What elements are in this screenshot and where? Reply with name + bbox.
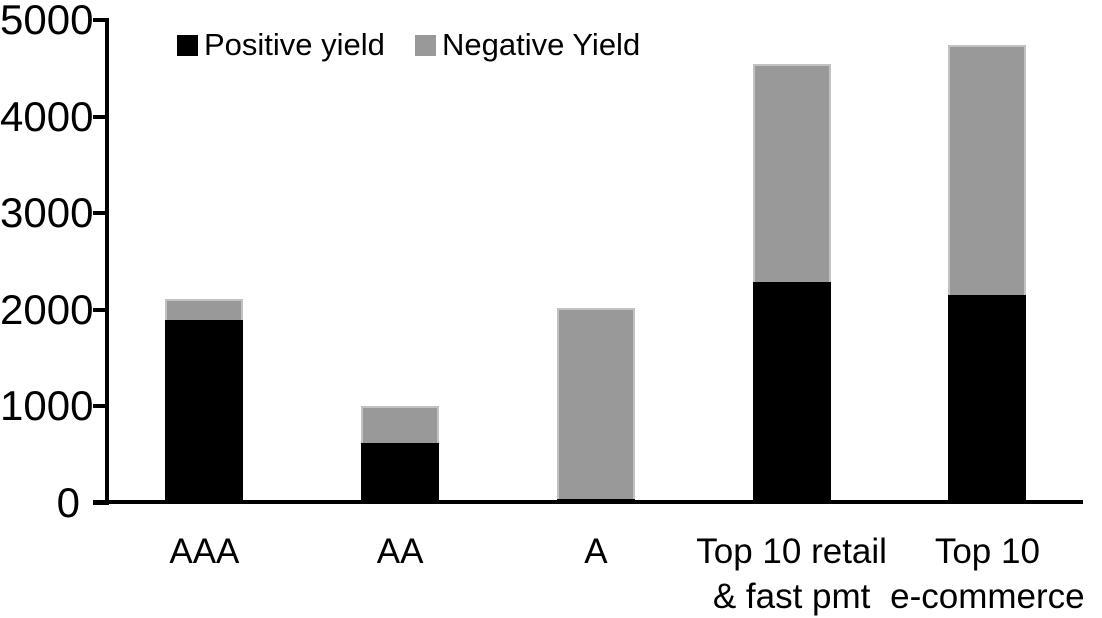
y-axis-tick xyxy=(93,18,106,22)
bar-segment-negative-yield xyxy=(165,298,244,321)
bar-segment-positive-yield xyxy=(165,320,244,503)
y-axis-tick-label: 2000 xyxy=(0,285,94,333)
legend-label: Positive yield xyxy=(204,27,385,62)
y-axis-tick xyxy=(93,114,106,119)
legend-swatch-negative-yield xyxy=(415,34,436,56)
y-axis-tick xyxy=(93,404,106,408)
bar-segment-negative-yield xyxy=(361,406,440,443)
bar-segment-positive-yield xyxy=(752,282,831,503)
bar-segment-negative-yield xyxy=(556,307,635,499)
x-axis-category-label: Top 10 retail & fast pmt xyxy=(696,532,887,616)
legend-label: Negative Yield xyxy=(442,27,641,62)
y-axis-tick-label: 5000 xyxy=(0,0,94,43)
legend-item: Negative Yield xyxy=(415,28,640,62)
legend-swatch-positive-yield xyxy=(177,34,198,56)
y-axis-tick-label: 4000 xyxy=(0,92,94,140)
bar-segment-positive-yield xyxy=(556,498,635,503)
x-axis-category-label: A xyxy=(584,532,608,571)
y-axis-line xyxy=(105,18,109,505)
x-axis-category-label: AA xyxy=(376,532,424,571)
bar-segment-positive-yield xyxy=(948,295,1027,503)
x-axis-category-label: AAA xyxy=(169,532,240,571)
bar-segment-positive-yield xyxy=(361,442,440,503)
y-axis-tick-label: 0 xyxy=(56,478,80,526)
y-axis-tick-label: 3000 xyxy=(0,189,94,236)
y-axis-tick xyxy=(93,211,106,215)
y-axis-tick xyxy=(93,307,106,312)
legend-item: Positive yield xyxy=(177,28,385,62)
x-axis-category-label: Top 10 e-commerce xyxy=(890,532,1085,616)
y-axis-tick xyxy=(93,500,106,505)
y-axis-tick-label: 1000 xyxy=(0,382,94,429)
bar-segment-negative-yield xyxy=(948,45,1027,295)
bar-segment-negative-yield xyxy=(752,64,831,283)
